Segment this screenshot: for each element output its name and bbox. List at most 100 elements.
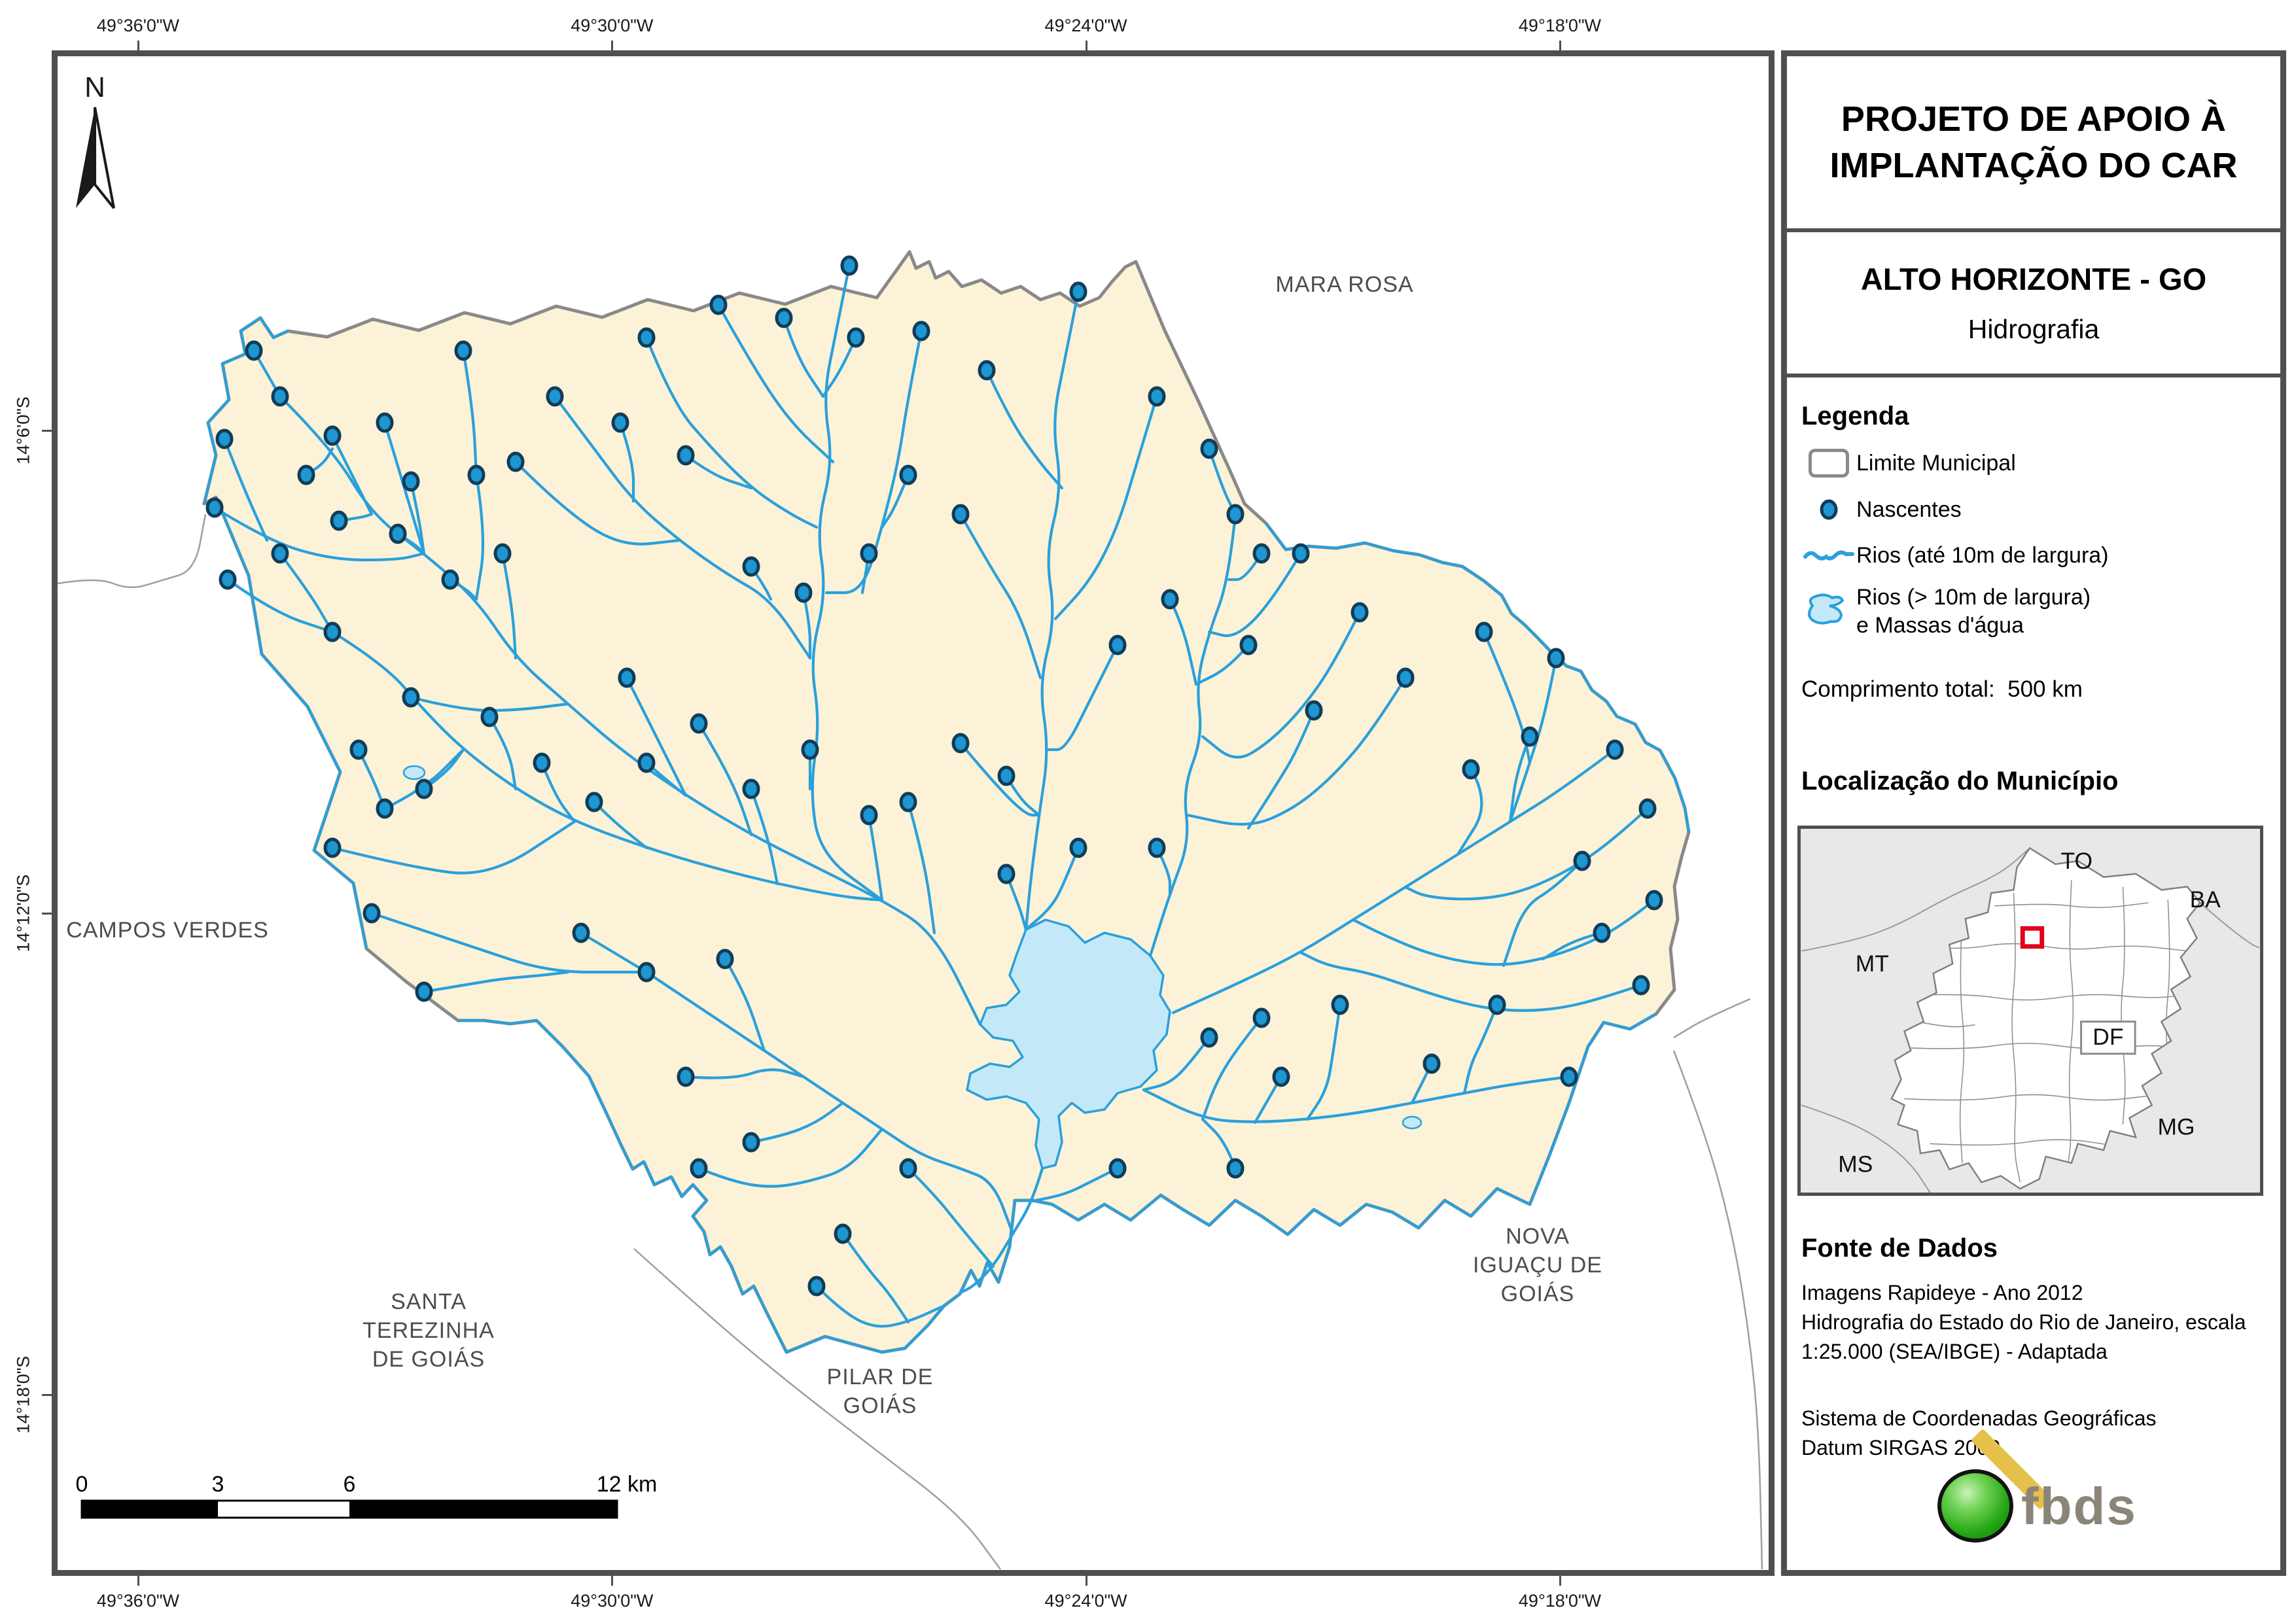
nascente-dot: [271, 543, 289, 564]
rios-swatch: [1801, 546, 1856, 565]
nascente-dot: [1252, 543, 1271, 564]
nascente-dot: [1161, 589, 1179, 610]
scale-bar-label: 6: [344, 1472, 356, 1497]
axis-tick-left: [42, 429, 56, 432]
axis-label-top: 49°36'0"W: [96, 16, 179, 35]
axis-label-top: 49°24'0"W: [1044, 16, 1127, 35]
nascente-dot: [1069, 281, 1087, 302]
inset-goias-shape: [1890, 846, 2201, 1190]
nascente-dot: [271, 386, 289, 407]
river-line: [749, 1101, 845, 1144]
axis-tick-top: [1559, 41, 1561, 55]
subtitle-block: ALTO HORIZONTE - GO Hidrografia: [1787, 232, 2280, 377]
state-label: TO: [2060, 848, 2092, 874]
nascente-dot: [1200, 1027, 1218, 1048]
river-line: [1404, 807, 1650, 901]
river-line: [422, 970, 570, 994]
lake-polygon: [966, 918, 1171, 1170]
axis-label-bottom: 49°18'0"W: [1518, 1591, 1602, 1611]
neighbor-boundary-line: [1672, 1050, 1763, 1570]
river-line: [684, 1068, 805, 1079]
nascente-dot: [709, 294, 728, 315]
north-arrow-label: N: [84, 71, 105, 103]
nascentes-swatch: [1801, 497, 1856, 523]
nascente-dot: [1239, 635, 1258, 655]
nascente-dot: [951, 733, 970, 754]
nascente-dot: [1521, 726, 1539, 747]
north-arrow-needle-left: [76, 107, 95, 208]
state-label: MT: [1856, 951, 1889, 977]
river-line: [716, 303, 835, 464]
river-line: [1047, 643, 1120, 752]
river-line: [959, 512, 1042, 680]
river-line: [645, 970, 1015, 1236]
river-line: [330, 820, 576, 875]
nascente-dot: [215, 428, 234, 449]
river-line: [1053, 394, 1159, 621]
legend-item-rios: Rios (até 10m de largura): [1801, 542, 2109, 570]
axis-label-bottom: 49°30'0"W: [571, 1591, 654, 1611]
nascente-dot: [716, 949, 734, 969]
nascente-dot: [245, 340, 263, 361]
nascente-dot: [997, 765, 1016, 786]
nascente-dot: [997, 864, 1016, 884]
river-line: [1207, 551, 1303, 637]
nascente-dot: [1108, 1158, 1127, 1179]
nascente-dot: [1488, 994, 1506, 1015]
neighbor-municipality-label: PILAR DE GOIÁS: [827, 1365, 934, 1418]
nascente-dot: [402, 687, 420, 708]
nascente-dot: [533, 752, 551, 773]
river-line: [1142, 1075, 1571, 1123]
source-line: Datum SIRGAS 2000: [1801, 1436, 2001, 1459]
nascente-dot: [1573, 850, 1591, 871]
nascente-dot: [899, 464, 917, 485]
fbds-logo-sphere-icon: [1937, 1469, 2013, 1543]
river-line: [1502, 859, 1584, 968]
axis-label-left: 14°12'0"S: [13, 874, 33, 952]
nascente-dot: [912, 321, 930, 341]
nascente-dot: [1148, 386, 1166, 407]
nascente-dot: [1272, 1066, 1290, 1087]
axis-label-left: 14°18'0"S: [13, 1355, 33, 1433]
nascente-dot: [349, 739, 368, 760]
nascente-dot: [415, 981, 433, 1002]
map-theme: Hidrografia: [1968, 314, 2100, 344]
river-line: [815, 1284, 946, 1328]
nascente-dot: [899, 792, 917, 812]
nascente-dot: [205, 497, 224, 518]
state-label: MS: [1838, 1152, 1873, 1178]
river-line: [1186, 676, 1407, 826]
legend-item-limite: Limite Municipal: [1801, 449, 2016, 478]
river-line: [1148, 512, 1237, 958]
river-line: [501, 551, 518, 660]
nascente-dot: [1305, 700, 1323, 721]
river-line: [824, 329, 923, 595]
nascente-dot: [801, 739, 819, 760]
boundary-river-line: [203, 317, 289, 504]
fbds-logo-text: fbds: [2021, 1477, 2137, 1535]
nascente-dot: [1331, 994, 1349, 1015]
nascente-dot: [1475, 621, 1493, 642]
nascente-dot: [1226, 504, 1245, 525]
nascente-dot: [1396, 667, 1415, 688]
municipality-name: ALTO HORIZONTE - GO: [1860, 262, 2207, 296]
axis-tick-left: [42, 1393, 56, 1396]
river-line: [1024, 846, 1080, 932]
neighbor-boundary-line: [1673, 998, 1751, 1039]
nascente-dot: [690, 713, 708, 734]
axis-tick-bottom: [137, 1571, 139, 1586]
axis-tick-top: [611, 41, 614, 55]
small-lake: [402, 765, 426, 780]
river-line: [959, 1166, 1044, 1295]
nascente-dot: [219, 569, 237, 590]
nascente-dot: [1069, 837, 1087, 858]
river-line: [959, 741, 1041, 817]
scale-bar-label: 12 km: [597, 1472, 658, 1497]
source-line: Sistema de Coordenadas Geográficas: [1801, 1406, 2157, 1430]
municipality-boundary: [202, 250, 1691, 1354]
axis-label-bottom: 49°24'0"W: [1044, 1591, 1127, 1611]
axis-label-bottom: 49°36'0"W: [96, 1591, 179, 1611]
nascente-dot: [454, 340, 472, 361]
inset-state-border: [1801, 1104, 1931, 1193]
nascente-dot: [860, 543, 878, 564]
